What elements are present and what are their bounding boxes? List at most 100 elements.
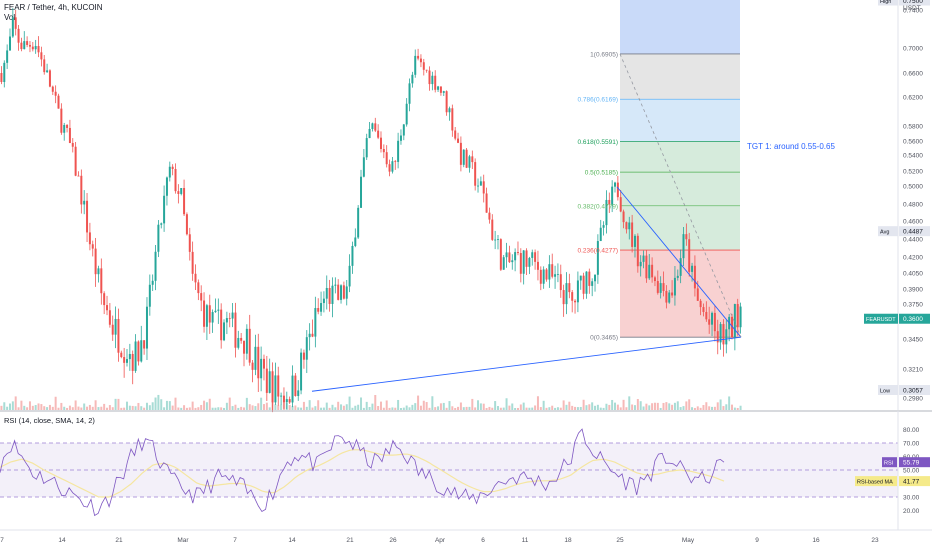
rsi-value-box bbox=[899, 457, 930, 468]
candle-body bbox=[63, 125, 66, 133]
fibonacci-retracement[interactable] bbox=[620, 0, 740, 338]
volume-bar bbox=[662, 402, 665, 410]
candle-body bbox=[451, 108, 454, 131]
candle-body bbox=[302, 352, 305, 360]
volume-bar bbox=[693, 407, 696, 410]
volume-bar bbox=[651, 403, 654, 410]
candle-body bbox=[77, 175, 80, 177]
candle-body bbox=[391, 161, 394, 172]
candle-body bbox=[556, 274, 559, 275]
volume-bar bbox=[725, 404, 728, 410]
candle-body bbox=[528, 257, 531, 267]
candle-body bbox=[482, 181, 485, 194]
candle-body bbox=[248, 328, 251, 363]
volume-bar bbox=[60, 402, 63, 410]
volume-bar bbox=[111, 407, 114, 410]
candle-body bbox=[86, 200, 89, 233]
volume-bar bbox=[522, 402, 525, 410]
candle-body bbox=[260, 358, 263, 379]
volume-bar bbox=[6, 406, 9, 410]
candle-body bbox=[585, 271, 588, 294]
volume-bar bbox=[365, 401, 368, 410]
trend-lines[interactable] bbox=[311, 53, 742, 392]
volume-bar bbox=[676, 401, 679, 410]
time-axis[interactable]: 7 14 21 Mar 7 14 21 26 Apr 6 11 18 25 May 9 16 23 bbox=[0, 537, 879, 544]
volume-bar bbox=[17, 407, 20, 410]
volume-bar bbox=[185, 407, 188, 410]
candle-body bbox=[448, 108, 451, 113]
candle-body bbox=[568, 283, 571, 293]
candle-body bbox=[31, 46, 34, 50]
volume-bar bbox=[208, 398, 211, 410]
candle-body bbox=[205, 305, 208, 327]
candle-body bbox=[614, 182, 617, 187]
volume-bar bbox=[696, 406, 699, 410]
candle-body bbox=[619, 197, 622, 212]
candle-body bbox=[668, 292, 671, 303]
price-axis[interactable]: 0.7400 0.7000 0.6600 0.6200 0.5800 0.5600 0.54… bbox=[903, 8, 923, 403]
candle-body bbox=[676, 275, 679, 278]
candle-body bbox=[308, 333, 311, 338]
volume-bar bbox=[331, 404, 334, 410]
candle-body bbox=[80, 175, 83, 205]
candle-body bbox=[454, 130, 457, 139]
volume-bar bbox=[20, 400, 23, 410]
volume-bar bbox=[591, 402, 594, 410]
badge-name: FEARUSDT bbox=[866, 317, 896, 323]
candle-body bbox=[616, 182, 619, 198]
volume-bar bbox=[342, 405, 345, 410]
candle-body bbox=[579, 275, 582, 281]
candle-body bbox=[699, 300, 702, 308]
volume-bar bbox=[479, 403, 482, 410]
volume-bar bbox=[37, 403, 40, 410]
candle-body bbox=[297, 390, 300, 396]
candle-body bbox=[708, 319, 711, 325]
volume-bar bbox=[48, 404, 51, 410]
volume-bar bbox=[23, 405, 26, 410]
volume-bars bbox=[0, 394, 742, 410]
volume-bar bbox=[28, 401, 31, 410]
badge-value: 0.3600 bbox=[903, 316, 923, 323]
candle-body bbox=[691, 265, 694, 272]
volume-bar bbox=[505, 398, 508, 410]
candle-body bbox=[516, 252, 519, 254]
candle-body bbox=[499, 239, 502, 270]
candle-body bbox=[408, 83, 411, 104]
candle-body bbox=[362, 157, 365, 177]
time-tick-label: 21 bbox=[346, 537, 354, 544]
candle-body bbox=[591, 281, 594, 286]
volume-bar bbox=[399, 407, 402, 410]
volume-bar bbox=[488, 406, 491, 410]
candle-body bbox=[265, 368, 268, 393]
candle-body bbox=[0, 73, 3, 82]
time-tick-label: 7 bbox=[233, 537, 237, 544]
target-annotation[interactable]: TGT 1: around 0.55-0.65 bbox=[747, 142, 835, 151]
candle-body bbox=[594, 274, 597, 282]
badge-value-box bbox=[899, 385, 930, 395]
candle-body bbox=[11, 17, 14, 37]
volume-bar bbox=[562, 400, 565, 410]
candle-body bbox=[325, 288, 328, 299]
badge-name-box bbox=[878, 226, 898, 237]
volume-bar bbox=[340, 404, 343, 410]
volume-bar bbox=[57, 407, 60, 410]
volume-bar bbox=[360, 397, 363, 410]
candle-body bbox=[428, 70, 431, 85]
candle-body bbox=[599, 227, 602, 242]
candle-body bbox=[345, 286, 348, 299]
volume-bar bbox=[574, 406, 577, 410]
candle-body bbox=[534, 252, 537, 262]
volume-bar bbox=[228, 397, 231, 410]
candle-body bbox=[539, 269, 542, 284]
candle-body bbox=[402, 124, 405, 136]
rsi-axis[interactable]: 80.0070.0060.0050.0040.0030.0020.00RSI55… bbox=[855, 427, 930, 515]
candle-body bbox=[183, 188, 186, 215]
rsi-name-box bbox=[882, 457, 897, 468]
volume-bar bbox=[528, 407, 531, 410]
candle-body bbox=[502, 257, 505, 270]
candle-body bbox=[511, 260, 514, 263]
volume-bar bbox=[502, 407, 505, 410]
fib-zone bbox=[620, 53, 740, 100]
volume-bar bbox=[494, 401, 497, 410]
